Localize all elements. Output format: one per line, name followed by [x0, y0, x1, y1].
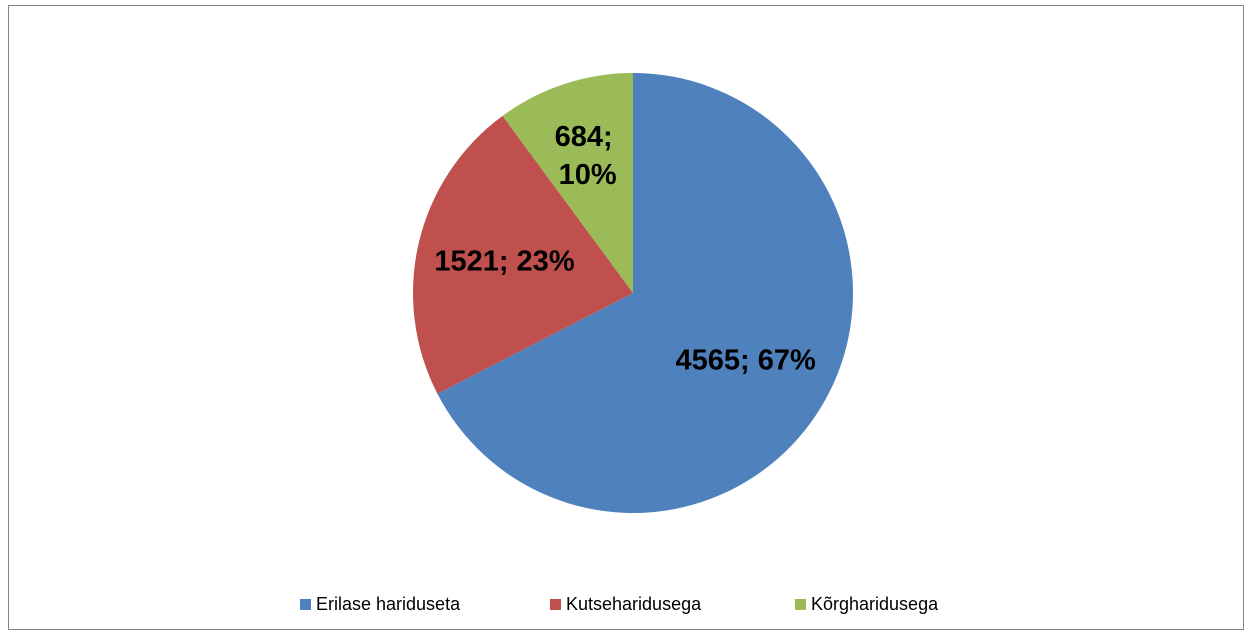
- data-label: 1521; 23%: [434, 246, 574, 278]
- legend-label: Erilase hariduseta: [316, 594, 461, 614]
- data-label: 684; 10%: [555, 121, 621, 191]
- legend-swatch: [795, 599, 806, 610]
- legend-swatch: [550, 599, 561, 610]
- data-label: 4565; 67%: [676, 344, 816, 376]
- pie-slice: [412, 115, 633, 394]
- legend-label: Kutseharidusega: [566, 594, 702, 614]
- pie-slice: [502, 73, 633, 293]
- pie-slice: [437, 73, 853, 513]
- legend-swatch: [300, 599, 311, 610]
- legend-label: Kõrgharidusega: [811, 594, 939, 614]
